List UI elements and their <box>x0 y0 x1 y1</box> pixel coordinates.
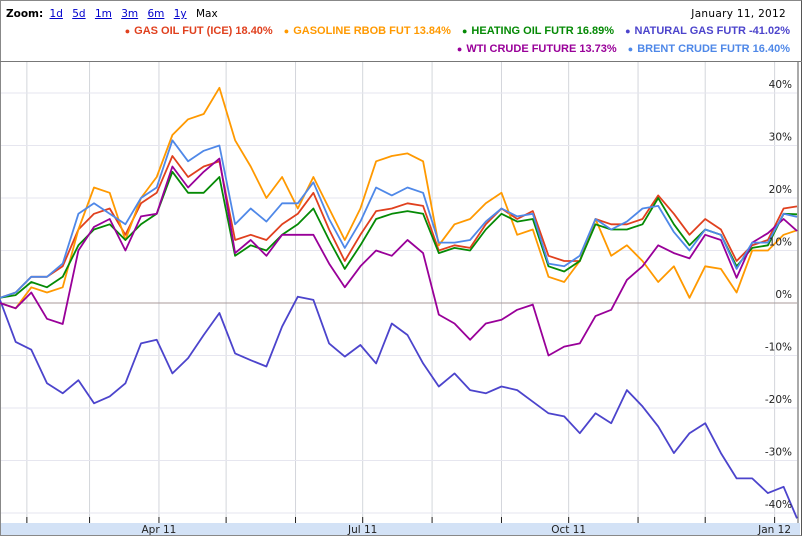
y-tick-label: 10% <box>769 237 792 249</box>
series-lines <box>0 86 798 519</box>
legend-dot-icon: ● <box>283 26 290 36</box>
zoom-1y-link[interactable]: 1y <box>173 8 187 20</box>
legend-label: GAS OIL FUT (ICE) 18.40% <box>134 25 273 37</box>
x-axis: Apr 11 Jul 11 Oct 11 Jan 12 <box>26 517 791 536</box>
series-line-heating-oil-futr <box>0 170 798 299</box>
legend-dot-icon: ● <box>627 44 634 54</box>
legend-dot-icon: ● <box>461 26 468 36</box>
x-tick-label: Apr 11 <box>142 524 177 536</box>
gridlines <box>1 62 797 523</box>
y-tick-label: 40% <box>769 79 792 91</box>
y-tick-label: 20% <box>769 184 792 196</box>
header-divider <box>0 61 802 62</box>
y-tick-label: -30% <box>765 447 792 459</box>
legend-label: GASOLINE RBOB FUT 13.84% <box>293 25 451 37</box>
legend-dot-icon: ● <box>124 26 131 36</box>
zoom-3m-link[interactable]: 3m <box>121 8 139 20</box>
legend-item-natural-gas[interactable]: ● NATURAL GAS FUTR -41.02% <box>625 22 790 40</box>
series-line-natural-gas-futr <box>0 295 798 519</box>
current-date: January 11, 2012 <box>691 8 786 20</box>
x-tick-label: Oct 11 <box>551 524 586 536</box>
x-axis-band <box>1 523 800 535</box>
series-line-wti-crude-future <box>0 157 798 357</box>
y-tick-label: -40% <box>765 499 792 511</box>
y-axis: 40% 30% 20% 10% 0% -10% -20% -30% -40% <box>765 62 799 523</box>
legend-dot-icon: ● <box>456 44 463 54</box>
chart-header: Zoom: 1d 5d 1m 3m 6m 1y Max January 11, … <box>0 0 802 61</box>
zoom-6m-link[interactable]: 6m <box>147 8 165 20</box>
x-tick-label: Jan 12 <box>757 524 791 536</box>
zoom-5d-link[interactable]: 5d <box>72 8 86 20</box>
y-tick-label: -20% <box>765 394 792 406</box>
legend-dot-icon: ● <box>625 26 631 36</box>
series-line-brent-crude-futr <box>0 139 798 299</box>
y-tick-label: -10% <box>765 342 792 354</box>
series-line-gas-oil-fut-ice <box>0 155 798 299</box>
legend-label: WTI CRUDE FUTURE 13.73% <box>466 43 617 55</box>
zoom-1d-link[interactable]: 1d <box>49 8 63 20</box>
legend-item-gas-oil[interactable]: ● GAS OIL FUT (ICE) 18.40% <box>125 22 273 40</box>
series-line-gasoline-rbob-fut <box>0 86 798 310</box>
zoom-controls: Zoom: 1d 5d 1m 3m 6m 1y Max <box>6 8 218 20</box>
y-tick-label: 30% <box>769 132 792 144</box>
legend: ● GAS OIL FUT (ICE) 18.40% ● GASOLINE RBOB… <box>6 22 790 58</box>
legend-item-heating-oil[interactable]: ● HEATING OIL FUTR 16.89% <box>462 22 614 40</box>
zoom-1m-link[interactable]: 1m <box>94 8 112 20</box>
legend-item-brent[interactable]: ● BRENT CRUDE FUTR 16.40% <box>628 40 790 58</box>
legend-label: NATURAL GAS FUTR -41.02% <box>634 25 790 37</box>
legend-item-wti[interactable]: ● WTI CRUDE FUTURE 13.73% <box>457 40 617 58</box>
legend-label: HEATING OIL FUTR 16.89% <box>471 25 615 37</box>
y-tick-label: 0% <box>775 289 792 301</box>
legend-item-gasoline[interactable]: ● GASOLINE RBOB FUT 13.84% <box>284 22 451 40</box>
x-tick-label: Jul 11 <box>347 524 377 536</box>
zoom-max-selected: Max <box>195 8 218 20</box>
zoom-label: Zoom: <box>6 8 44 20</box>
legend-label: BRENT CRUDE FUTR 16.40% <box>637 43 790 55</box>
